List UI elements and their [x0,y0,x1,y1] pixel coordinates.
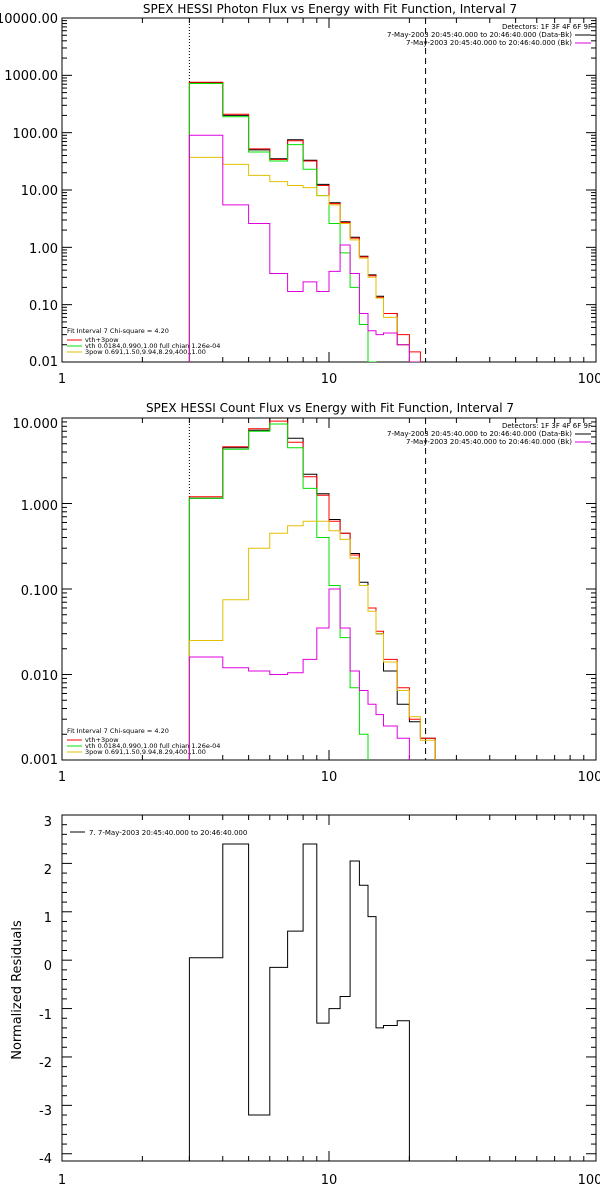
svg-text:vth 0.0184,0.990,1.00 full ch: vth 0.0184,0.990,1.00 full chian 1.26e-0… [85,742,220,750]
y-tick-label: -3 [39,1104,52,1119]
svg-text:7-May-2003 20:45:40.000 to 20:: 7-May-2003 20:45:40.000 to 20:46:40.000 … [387,430,572,438]
y-tick-label: 10.00 [21,184,58,199]
x-tick-label: 1 [58,372,66,387]
series-line-bk [188,134,421,362]
x-tick-label: 1 [58,1173,66,1188]
y-tick-label: 0.001 [21,753,58,768]
series-line-7-7-may-2003-20-45-40-000-to-20-46-40-000 [188,843,410,1161]
fit-info: Fit Interval 7 Chi-square = 4.20 [67,327,169,335]
legend-vth: vth 0.0184,0.990,1.00 full chian 1.26e-0… [67,342,220,350]
x-tick-label: 10 [321,372,338,387]
detectors-label: Detectors: 1F 3F 4F 6F 9F [502,23,592,31]
y-tick-label: 1 [44,911,52,926]
photon-flux-panel: SPEX HESSI Photon Flux vs Energy with Fi… [0,2,600,387]
legend-vth-3pow: vth+3pow [67,736,119,744]
svg-text:vth+3pow: vth+3pow [85,736,119,744]
y-tick-label: 1000.00 [4,69,58,84]
chart-title: SPEX HESSI Count Flux vs Energy with Fit… [146,401,514,415]
y-tick-label: 10000.00 [0,12,58,27]
svg-text:7. 7-May-2003 20:45:40.000 to: 7. 7-May-2003 20:45:40.000 to 20:46:40.0… [89,829,247,837]
residual-legend: 7. 7-May-2003 20:45:40.000 to 20:46:40.0… [70,829,247,837]
series-line-data-bk [188,418,436,760]
y-tick-label: 0.100 [21,584,58,599]
count-flux-panel: SPEX HESSI Count Flux vs Energy with Fit… [13,401,600,785]
x-tick-label: 100 [578,372,600,387]
svg-text:3pow 0.691,1.50,9.94,8.29,400.: 3pow 0.691,1.50,9.94,8.29,400.,1.00 [85,348,206,356]
y-tick-label: 0.10 [29,299,58,314]
y-tick-label: -2 [39,1056,52,1071]
x-tick-label: 100 [578,770,600,785]
svg-text:vth+3pow: vth+3pow [85,336,119,344]
y-tick-label: 0.01 [29,355,58,370]
y-tick-label: 1.000 [21,499,58,514]
x-tick-label: 10 [321,1173,338,1188]
legend-vth: vth 0.0184,0.990,1.00 full chian 1.26e-0… [67,742,220,750]
x-tick-label: 100 [578,1173,600,1188]
y-tick-label: 2 [44,863,52,878]
series-line-vth [188,423,369,760]
detectors-label: Detectors: 1F 3F 4F 6F 9F [502,422,592,430]
y-axis-label: Normalized Residuals [10,920,25,1060]
x-tick-label: 1 [58,770,66,785]
svg-text:vth 0.0184,0.990,1.00 full ch: vth 0.0184,0.990,1.00 full chian 1.26e-0… [85,342,220,350]
y-tick-label: 0 [44,959,52,974]
svg-text:3pow 0.691,1.50,9.94,8.29,400.: 3pow 0.691,1.50,9.94,8.29,400.,1.00 [85,748,206,756]
legend-vth-3pow: vth+3pow [67,336,119,344]
y-tick-label: 10.000 [13,417,59,432]
series-line-3pow [188,156,410,362]
series-line-bk [188,588,410,760]
residuals-panel: Normalized Residuals 3 2 1 0 -1 -2 -3 -4… [10,814,600,1188]
y-tick-label: 3 [44,815,52,830]
chart-title: SPEX HESSI Photon Flux vs Energy with Fi… [143,2,517,16]
info-line-bk: 7-May-2003 20:45:40.000 to 20:46:40.000 … [406,438,591,446]
x-tick-label: 10 [321,770,338,785]
series-line-vth-3pow [188,420,436,760]
fit-info: Fit Interval 7 Chi-square = 4.20 [67,727,169,735]
legend-3pow: 3pow 0.691,1.50,9.94,8.29,400.,1.00 [67,348,206,356]
info-line-bk: 7-May-2003 20:45:40.000 to 20:46:40.000 … [406,39,591,47]
y-tick-label: -4 [39,1152,52,1167]
legend-3pow: 3pow 0.691,1.50,9.94,8.29,400.,1.00 [67,748,206,756]
y-tick-label: 0.010 [21,669,58,684]
svg-text:7-May-2003 20:45:40.000 to 20:: 7-May-2003 20:45:40.000 to 20:46:40.000 … [387,31,572,39]
svg-text:7-May-2003 20:45:40.000 to 20:: 7-May-2003 20:45:40.000 to 20:46:40.000 … [406,438,572,446]
info-line-data-bk: 7-May-2003 20:45:40.000 to 20:46:40.000 … [387,430,591,438]
plot-frame [61,814,597,1162]
series-line-3pow [188,520,436,760]
series-line-vth-3pow [188,81,421,362]
svg-text:7-May-2003 20:45:40.000 to 20:: 7-May-2003 20:45:40.000 to 20:46:40.000 … [406,39,572,47]
y-tick-label: -1 [39,1008,52,1023]
y-tick-label: 1.00 [29,242,58,257]
info-line-data-bk: 7-May-2003 20:45:40.000 to 20:46:40.000 … [387,31,591,39]
y-tick-label: 100.00 [13,127,59,142]
